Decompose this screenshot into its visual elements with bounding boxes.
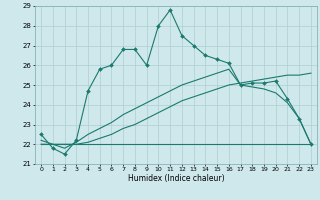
X-axis label: Humidex (Indice chaleur): Humidex (Indice chaleur) [128, 174, 224, 183]
